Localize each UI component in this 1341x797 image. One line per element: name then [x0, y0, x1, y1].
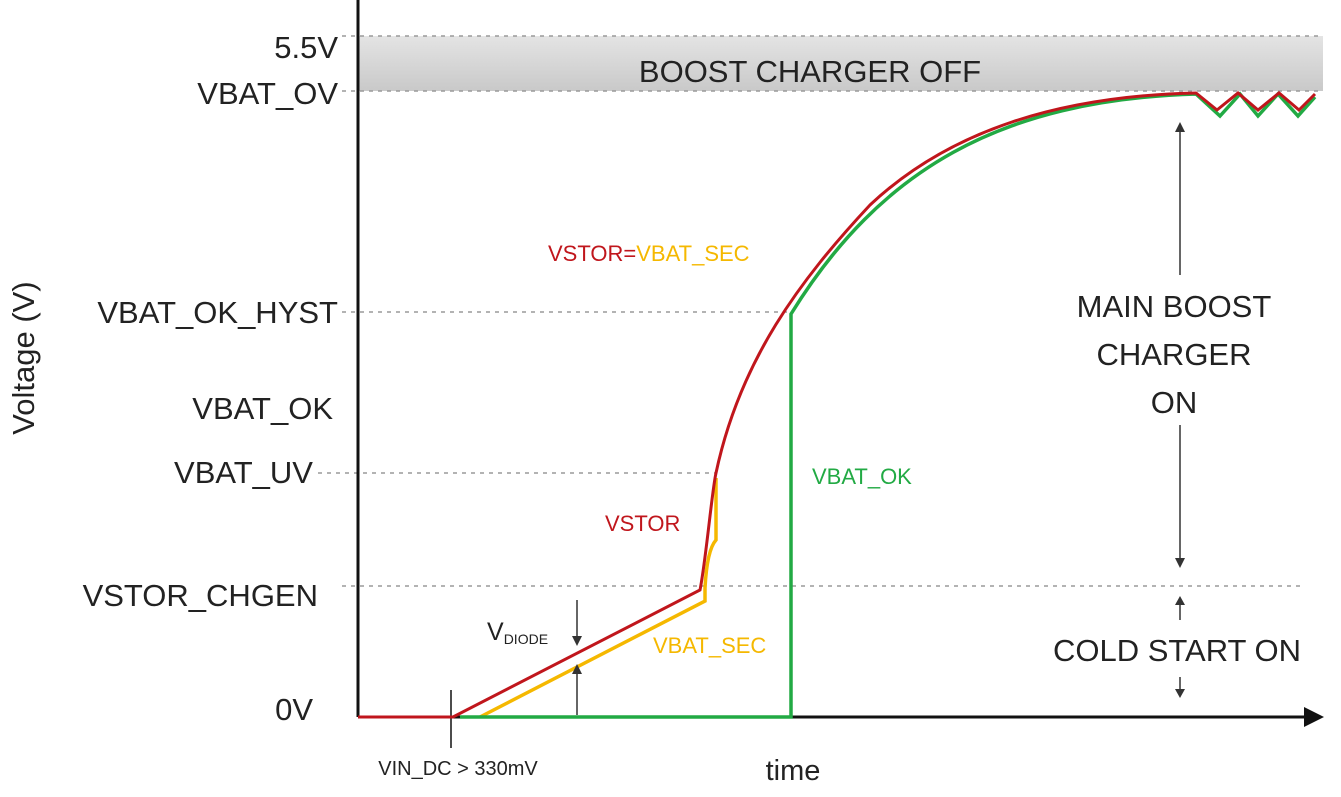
vdiode-main: V — [487, 618, 504, 646]
vbat-ok-trace — [460, 91, 1317, 719]
x-axis-title: time — [766, 755, 821, 787]
main-boost-arrowhead-up — [1175, 122, 1185, 132]
main-boost-label-line3: ON — [1151, 385, 1198, 420]
vdiode-arrowhead-down — [572, 636, 582, 646]
level-vbat-ok-label: VBAT_OK — [192, 391, 333, 426]
main-boost-arrowhead-down — [1175, 558, 1185, 568]
vstor-label: VSTOR — [605, 511, 680, 536]
level-vstor-chgen-label: VSTOR_CHGEN — [83, 578, 318, 613]
level-vbat-uv-label: VBAT_UV — [174, 455, 313, 490]
boost-charger-off-label: BOOST CHARGER OFF — [639, 54, 981, 89]
vstor-equals-label: VSTOR=VBAT_SEC — [548, 241, 750, 266]
vbat-sec-trace — [479, 478, 718, 719]
level-vbat-ok-hyst-label: VBAT_OK_HYST — [97, 295, 338, 330]
vstor-trace — [358, 91, 1317, 719]
cold-start-label: COLD START ON — [1053, 633, 1301, 668]
vdiode-arrowhead-up — [572, 664, 582, 674]
vdiode-label: VDIODE — [487, 618, 548, 647]
vdiode-subscript: DIODE — [504, 631, 548, 647]
level-zero-label: 0V — [275, 692, 313, 727]
vin-dc-event-label: VIN_DC > 330mV — [378, 758, 538, 780]
x-axis-arrowhead — [1304, 707, 1324, 727]
cold-start-arrowhead-up — [1175, 596, 1185, 605]
vbat-sec-label: VBAT_SEC — [653, 633, 766, 658]
main-boost-label-line1: MAIN BOOST — [1077, 289, 1272, 324]
boost-charger-off-band — [358, 36, 1323, 91]
vstor-equals-text: VSTOR= — [548, 241, 636, 266]
main-boost-label-line2: CHARGER — [1096, 337, 1251, 372]
level-vbat-ov-label: VBAT_OV — [197, 76, 338, 111]
y-axis-title: Voltage (V) — [6, 281, 41, 434]
vbat-ok-label: VBAT_OK — [812, 464, 912, 489]
level-5v5-label: 5.5V — [274, 30, 338, 65]
cold-start-arrowhead-down — [1175, 689, 1185, 698]
vbat-sec-inline-text: VBAT_SEC — [636, 241, 749, 266]
